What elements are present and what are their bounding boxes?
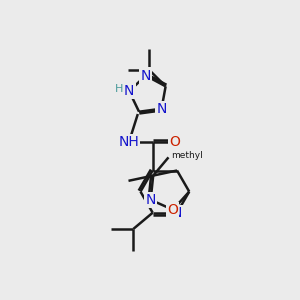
Text: N: N: [172, 206, 182, 220]
Text: N: N: [156, 102, 167, 116]
Text: O: O: [167, 203, 178, 217]
Text: methyl: methyl: [172, 152, 203, 160]
Text: H: H: [115, 84, 123, 94]
Text: N: N: [140, 69, 151, 82]
Text: NH: NH: [118, 135, 139, 149]
Text: N: N: [146, 193, 156, 207]
Text: O: O: [169, 135, 180, 149]
Text: N: N: [124, 84, 134, 98]
